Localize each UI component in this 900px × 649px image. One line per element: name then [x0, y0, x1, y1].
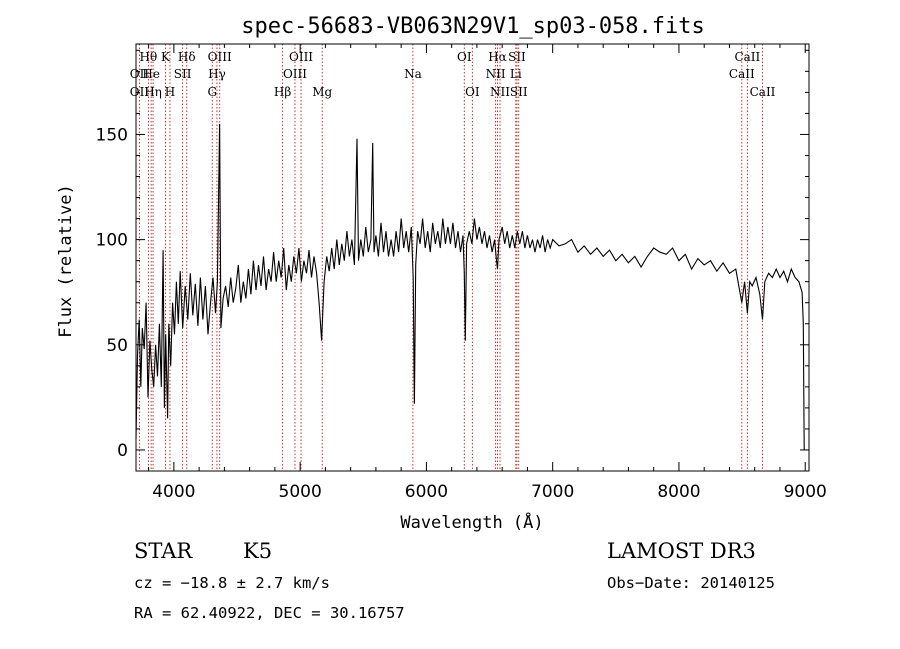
- y-tick-label: 50: [106, 336, 128, 356]
- y-tick-label: 150: [96, 125, 128, 145]
- x-tick-label: 5000: [279, 482, 322, 502]
- x-tick-label: 4000: [152, 482, 195, 502]
- line-label: OI: [457, 50, 472, 64]
- spectrum-line: [135, 123, 805, 451]
- y-tick-label: 100: [96, 231, 128, 251]
- chart-title: spec-56683-VB063N29V1_sp03-058.fits: [241, 14, 705, 39]
- line-label: OI: [465, 85, 480, 99]
- line-label: Hδ: [178, 50, 196, 64]
- line-label: Li: [510, 67, 522, 81]
- line-label: CaII: [750, 85, 776, 99]
- line-label: G: [207, 85, 217, 99]
- line-label: SII: [508, 50, 526, 64]
- object-class: STAR: [134, 539, 193, 563]
- x-tick-label: 8000: [657, 482, 700, 502]
- line-label: Hβ: [274, 85, 291, 99]
- y-axis-label: Flux (relative): [56, 184, 76, 338]
- x-axis-label: Wavelength (Å): [400, 511, 543, 533]
- line-label: SII: [510, 85, 528, 99]
- line-label: OIII: [208, 50, 232, 64]
- line-label: SII: [174, 67, 192, 81]
- line-label: K: [161, 50, 171, 64]
- line-label: CaII: [729, 67, 755, 81]
- line-label: NII: [486, 67, 506, 81]
- survey-name: LAMOST DR3: [607, 539, 756, 563]
- line-label: Na: [404, 67, 422, 81]
- line-label: Hθ: [140, 50, 158, 64]
- line-label: Mg: [312, 85, 332, 99]
- line-label: Hη: [144, 85, 162, 99]
- y-axis: 0 50 100 150: [96, 49, 809, 472]
- observation-date: Obs−Date: 20140125: [607, 574, 775, 592]
- x-tick-label: 9000: [784, 482, 827, 502]
- line-label: He: [142, 67, 160, 81]
- y-tick-label: 0: [117, 441, 128, 461]
- x-tick-label: 6000: [405, 482, 448, 502]
- line-label: NII: [490, 85, 510, 99]
- line-label: H: [165, 85, 175, 99]
- object-subclass: K5: [243, 539, 273, 563]
- line-label: Hα: [488, 50, 507, 64]
- redshift-cz: cz = −18.8 ± 2.7 km/s: [134, 574, 330, 592]
- x-tick-label: 7000: [531, 482, 574, 502]
- line-label: Hγ: [208, 67, 226, 81]
- x-axis: 4000 5000 6000 7000 8000 9000: [148, 44, 827, 502]
- line-label: CaII: [734, 50, 760, 64]
- line-label: OII: [130, 67, 150, 81]
- plot-frame: [135, 43, 810, 472]
- line-label: OIII: [289, 50, 313, 64]
- sky-coordinates: RA = 62.40922, DEC = 30.16757: [134, 604, 405, 622]
- line-label: OIII: [283, 67, 307, 81]
